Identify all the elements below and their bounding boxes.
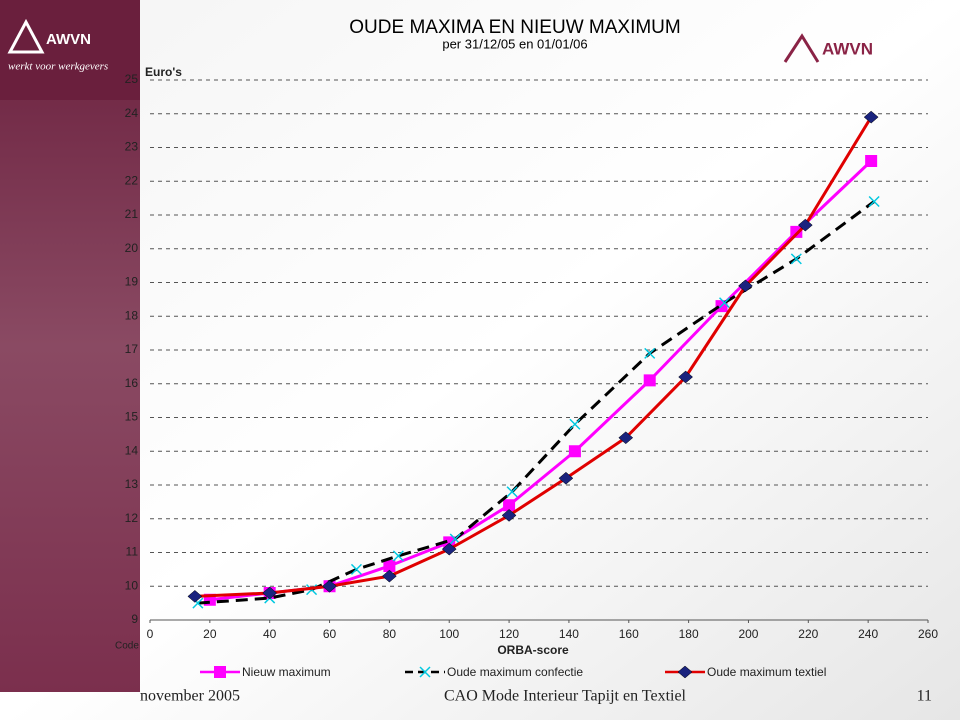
data-point <box>383 560 396 572</box>
data-point <box>863 110 879 124</box>
legend-label: Nieuw maximum <box>242 665 331 679</box>
data-point <box>868 195 880 208</box>
data-point <box>262 586 278 600</box>
data-point <box>568 445 581 458</box>
y-axis-label: Euro's <box>145 65 182 79</box>
y-tick-label: 21 <box>125 207 139 221</box>
y-tick-label: 9 <box>131 612 138 626</box>
y-tick-label: 20 <box>125 241 139 255</box>
y-tick-label: 22 <box>125 173 139 187</box>
x-tick-label: 260 <box>918 627 938 641</box>
legend-marker <box>677 665 693 679</box>
data-point <box>718 297 731 309</box>
legend-marker <box>419 666 431 678</box>
legend-label: Oude maximum textiel <box>707 665 826 679</box>
data-point <box>441 542 457 556</box>
y-tick-label: 15 <box>125 410 139 424</box>
y-tick-label: 12 <box>125 511 139 525</box>
logo: AWVN <box>46 31 91 48</box>
y-tick-label: 24 <box>125 106 139 120</box>
data-point <box>644 347 656 359</box>
y-tick-label: 25 <box>125 72 139 86</box>
y-tick-label: 11 <box>126 545 139 559</box>
chart-title: OUDE MAXIMA EN NIEUW MAXIMUM <box>349 17 680 38</box>
footer-left: november 2005 <box>140 688 240 705</box>
x-tick-label: 160 <box>619 627 639 641</box>
page-number: 11 <box>917 688 932 705</box>
y-tick-label: 17 <box>125 342 139 356</box>
data-point <box>392 550 404 562</box>
series-line <box>197 200 876 605</box>
data-point <box>738 279 753 293</box>
logo-right-icon <box>783 33 820 63</box>
logo-icon <box>7 18 45 54</box>
x-tick-label: 200 <box>738 627 758 641</box>
x-tick-label: 100 <box>439 627 459 641</box>
y-tick-label: 19 <box>125 275 139 289</box>
data-point <box>790 225 803 238</box>
data-point <box>618 431 634 445</box>
data-point <box>382 569 397 583</box>
y-tick-label: 10 <box>125 578 139 592</box>
tagline: werkt voor werkgevers <box>8 61 108 73</box>
data-point <box>797 218 813 232</box>
y-tick-label: 13 <box>125 477 139 491</box>
data-point <box>569 418 581 430</box>
x-axis-label: ORBA-score <box>497 643 569 657</box>
data-point <box>506 486 518 498</box>
data-point <box>790 253 802 265</box>
legend-marker <box>214 666 226 678</box>
x-tick-label: 240 <box>858 627 878 641</box>
data-point <box>643 374 656 387</box>
data-point <box>678 370 694 384</box>
logo-right: AWVN <box>822 39 873 58</box>
corner-label: Code <box>115 641 139 652</box>
x-tick-label: 20 <box>203 627 217 641</box>
y-tick-label: 18 <box>125 308 139 322</box>
x-tick-label: 120 <box>499 627 519 641</box>
data-point <box>503 499 516 512</box>
x-tick-label: 140 <box>559 627 579 641</box>
data-point <box>558 471 574 485</box>
x-tick-label: 80 <box>383 627 397 641</box>
data-point <box>865 155 878 167</box>
x-tick-label: 0 <box>147 627 154 641</box>
x-tick-label: 40 <box>263 627 277 641</box>
legend-label: Oude maximum confectie <box>447 665 583 679</box>
x-tick-label: 220 <box>798 627 818 641</box>
data-point <box>501 509 517 522</box>
y-tick-label: 14 <box>125 443 139 457</box>
series-line <box>194 116 873 598</box>
sidebar <box>0 0 140 692</box>
data-point <box>350 563 362 575</box>
footer-center: CAO Mode Interieur Tapijt en Textiel <box>444 688 687 705</box>
x-tick-label: 180 <box>679 627 699 641</box>
chart-subtitle: per 31/12/05 en 01/01/06 <box>442 36 587 51</box>
y-tick-label: 16 <box>125 376 139 390</box>
data-point <box>322 579 337 593</box>
y-tick-label: 23 <box>125 140 139 154</box>
logo-band <box>0 0 140 100</box>
data-point <box>187 590 203 603</box>
x-tick-label: 60 <box>323 627 337 641</box>
